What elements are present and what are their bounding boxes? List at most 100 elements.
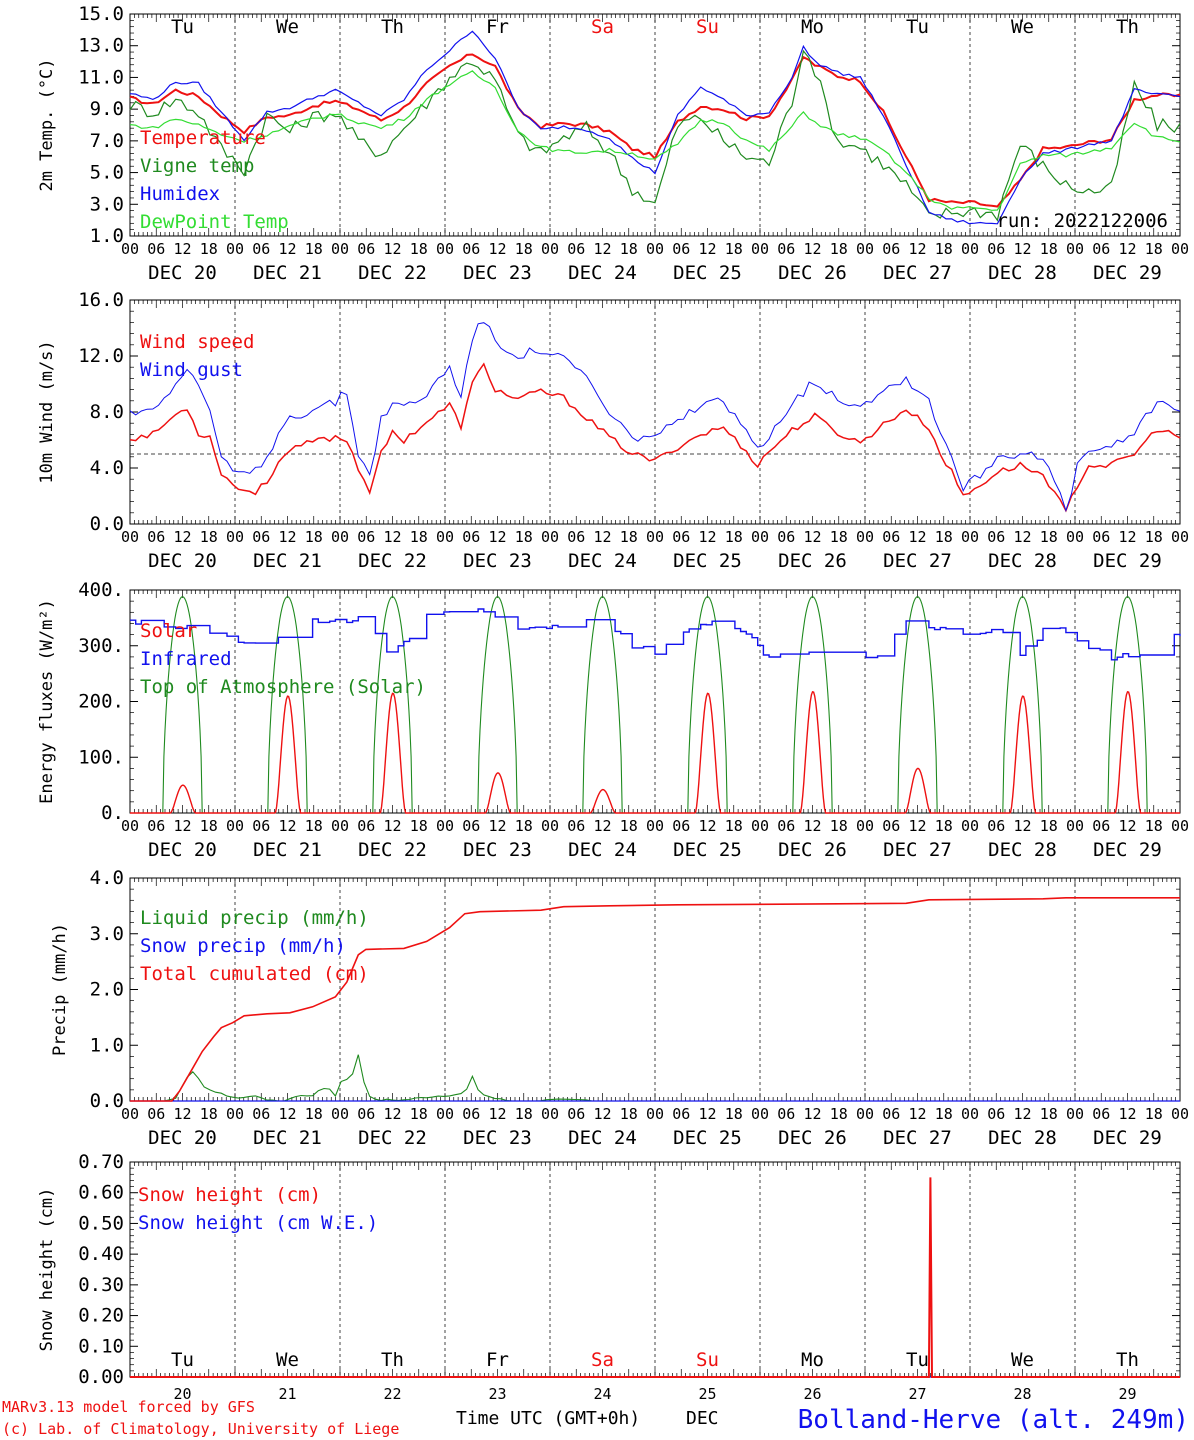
x-hour-label: 18	[725, 817, 743, 835]
x-hour-label: 12	[488, 817, 506, 835]
x-hour-label: 12	[1118, 817, 1136, 835]
x-hour-label: 00	[436, 817, 454, 835]
x-hour-label: 00	[331, 528, 349, 546]
x-hour-label: 00	[331, 1105, 349, 1123]
y-tick-label: 0.10	[78, 1335, 124, 1357]
legend-entry: Top of Atmosphere (Solar)	[140, 676, 426, 698]
x-date-label: DEC 27	[883, 1127, 952, 1149]
x-hour-label: 18	[620, 528, 638, 546]
x-hour-label: 18	[830, 528, 848, 546]
x-day-number-label: 21	[278, 1385, 296, 1403]
y-tick-label: 0.0	[90, 1090, 124, 1112]
x-hour-label: 06	[567, 528, 585, 546]
y-tick-label: 0.00	[78, 1366, 124, 1388]
x-hour-label: 12	[1118, 528, 1136, 546]
x-hour-label: 00	[1066, 1105, 1084, 1123]
x-date-label: DEC 27	[883, 839, 952, 861]
day-of-week-label: Th	[1116, 1349, 1139, 1371]
x-hour-label: 06	[672, 817, 690, 835]
x-hour-label: 00	[121, 240, 139, 258]
y-tick-label: 100.	[78, 746, 124, 768]
x-hour-label: 00	[541, 240, 559, 258]
x-date-label: DEC 28	[988, 839, 1057, 861]
x-date-label: DEC 20	[148, 262, 217, 284]
y-tick-label: 3.0	[90, 193, 124, 215]
x-hour-label: 00	[961, 1105, 979, 1123]
x-hour-label: 00	[646, 817, 664, 835]
x-date-label: DEC 25	[673, 1127, 742, 1149]
x-hour-label: 06	[882, 817, 900, 835]
x-date-label: DEC 21	[253, 1127, 322, 1149]
x-date-label: DEC 26	[778, 1127, 847, 1149]
series-line	[130, 897, 1180, 1102]
y-axis-label: Energy fluxes (W/m²)	[37, 599, 57, 804]
series-line	[130, 1177, 1180, 1378]
x-hour-label: 06	[1092, 528, 1110, 546]
legend-entry: Liquid precip (mm/h)	[140, 907, 369, 929]
legend-entry: Infrared	[140, 648, 232, 670]
day-of-week-label: Mo	[801, 1349, 824, 1371]
x-hour-label: 00	[646, 240, 664, 258]
x-hour-label: 18	[305, 528, 323, 546]
x-hour-label: 18	[935, 528, 953, 546]
x-hour-label: 00	[961, 240, 979, 258]
x-date-label: DEC 24	[568, 550, 637, 572]
x-hour-label: 18	[620, 240, 638, 258]
y-tick-label: 4.0	[90, 867, 124, 889]
x-hour-label: 18	[305, 1105, 323, 1123]
x-hour-label: 12	[173, 1105, 191, 1123]
y-tick-label: 0.0	[90, 513, 124, 535]
x-hour-label: 00	[541, 1105, 559, 1123]
x-hour-label: 06	[987, 528, 1005, 546]
legend-entry: Wind speed	[140, 331, 254, 353]
x-hour-label: 12	[383, 1105, 401, 1123]
x-hour-label: 12	[803, 240, 821, 258]
footer: MARv3.13 model forced by GFS (c) Lab. of …	[2, 1398, 1189, 1438]
y-tick-label: 15.0	[78, 3, 124, 25]
x-hour-label: 12	[803, 1105, 821, 1123]
x-hour-label: 00	[121, 817, 139, 835]
x-day-number-label: 20	[173, 1385, 191, 1403]
x-hour-label: 12	[1118, 240, 1136, 258]
x-hour-label: 00	[541, 817, 559, 835]
model-credit: MARv3.13 model forced by GFS	[2, 1398, 255, 1416]
y-tick-label: 4.0	[90, 457, 124, 479]
x-day-number-label: 27	[908, 1385, 926, 1403]
x-hour-label: 06	[567, 1105, 585, 1123]
x-date-label: DEC 26	[778, 839, 847, 861]
x-date-label: DEC 21	[253, 262, 322, 284]
panel-5: 0.00 0.10 0.20 0.30 0.40 0.50 0.60 0.70 Snow hei…	[37, 1151, 1181, 1403]
x-date-label: DEC 29	[1093, 550, 1162, 572]
x-hour-label: 12	[698, 528, 716, 546]
x-date-label: DEC 27	[883, 262, 952, 284]
x-hour-label: 06	[252, 240, 270, 258]
y-tick-label: 0.	[101, 802, 124, 824]
x-hour-label: 12	[1013, 528, 1031, 546]
day-of-week-label: Mo	[801, 16, 824, 38]
day-of-week-label: Tu	[171, 16, 194, 38]
x-day-number-label: 28	[1013, 1385, 1031, 1403]
x-hour-label: 18	[1040, 817, 1058, 835]
x-date-label: DEC 22	[358, 839, 427, 861]
x-hour-label: 00	[436, 240, 454, 258]
x-hour-label: 00	[226, 528, 244, 546]
x-date-label: DEC 22	[358, 550, 427, 572]
x-date-label: DEC 26	[778, 550, 847, 572]
x-hour-label: 00	[1171, 528, 1189, 546]
x-hour-label: 06	[987, 817, 1005, 835]
y-tick-label: 0.30	[78, 1274, 124, 1296]
x-day-number-label: 29	[1118, 1385, 1136, 1403]
x-hour-label: 00	[751, 817, 769, 835]
x-hour-label: 18	[200, 817, 218, 835]
panel-3: 0. 100. 200. 300. 400. Energy fluxes (W/m²) 00…	[37, 579, 1189, 861]
x-hour-label: 18	[515, 1105, 533, 1123]
x-hour-label: 12	[698, 240, 716, 258]
x-hour-label: 12	[593, 240, 611, 258]
x-hour-label: 18	[830, 240, 848, 258]
x-hour-label: 18	[515, 528, 533, 546]
x-hour-label: 18	[410, 240, 428, 258]
day-of-week-label: Su	[696, 1349, 719, 1371]
x-hour-label: 06	[1092, 240, 1110, 258]
legend-entry: Humidex	[140, 183, 220, 205]
